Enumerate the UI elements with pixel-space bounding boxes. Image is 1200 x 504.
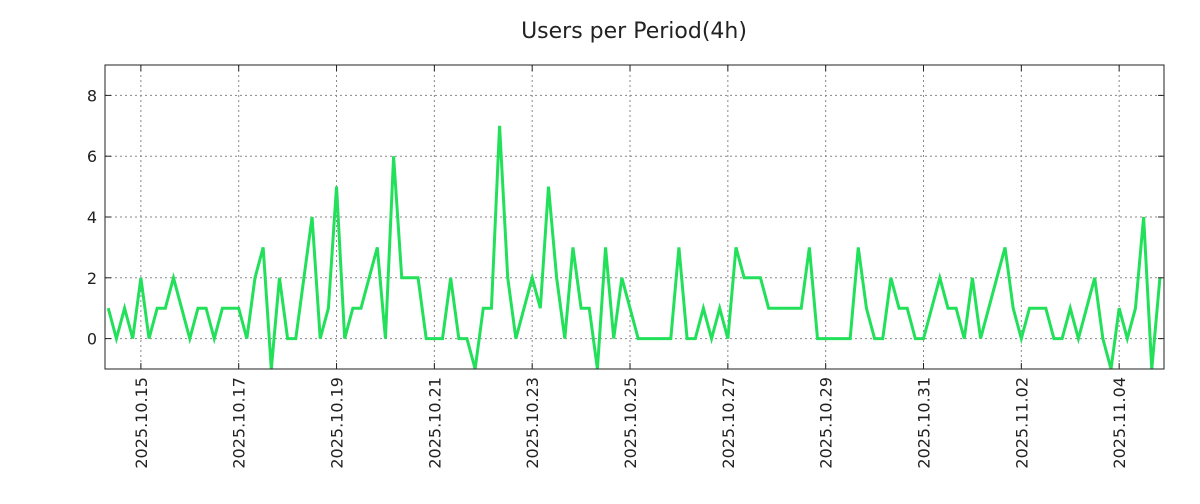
y-tick-label: 6 (87, 147, 97, 166)
y-tick-label: 8 (87, 86, 97, 105)
x-tick-label: 2025.10.15 (132, 377, 151, 469)
x-tick-label: 2025.10.17 (230, 377, 249, 469)
y-tick-label: 2 (87, 269, 97, 288)
x-tick-label: 2025.11.04 (1110, 377, 1129, 469)
series-layer (106, 125, 1162, 369)
x-tick-label: 2025.10.21 (425, 377, 444, 469)
x-tick-label: 2025.10.27 (719, 377, 738, 469)
chart-title: Users per Period(4h) (521, 19, 747, 44)
x-tick-label: 2025.10.23 (523, 377, 542, 469)
tick-layer: 0 2 4 6 8 2025.10.15 2025.10.17 2025.10.19 2025.… (87, 65, 1164, 469)
x-tick-label: 2025.10.19 (328, 377, 347, 469)
y-tick-label: 4 (87, 208, 97, 227)
series-line-users (106, 125, 1162, 369)
x-tick-label: 2025.10.31 (915, 377, 934, 469)
x-tick-label: 2025.10.29 (817, 377, 836, 469)
x-tick-label: 2025.10.25 (621, 377, 640, 469)
x-tick-label: 2025.11.02 (1012, 377, 1031, 469)
y-tick-label: 0 (87, 330, 97, 349)
grid-layer (105, 65, 1164, 369)
